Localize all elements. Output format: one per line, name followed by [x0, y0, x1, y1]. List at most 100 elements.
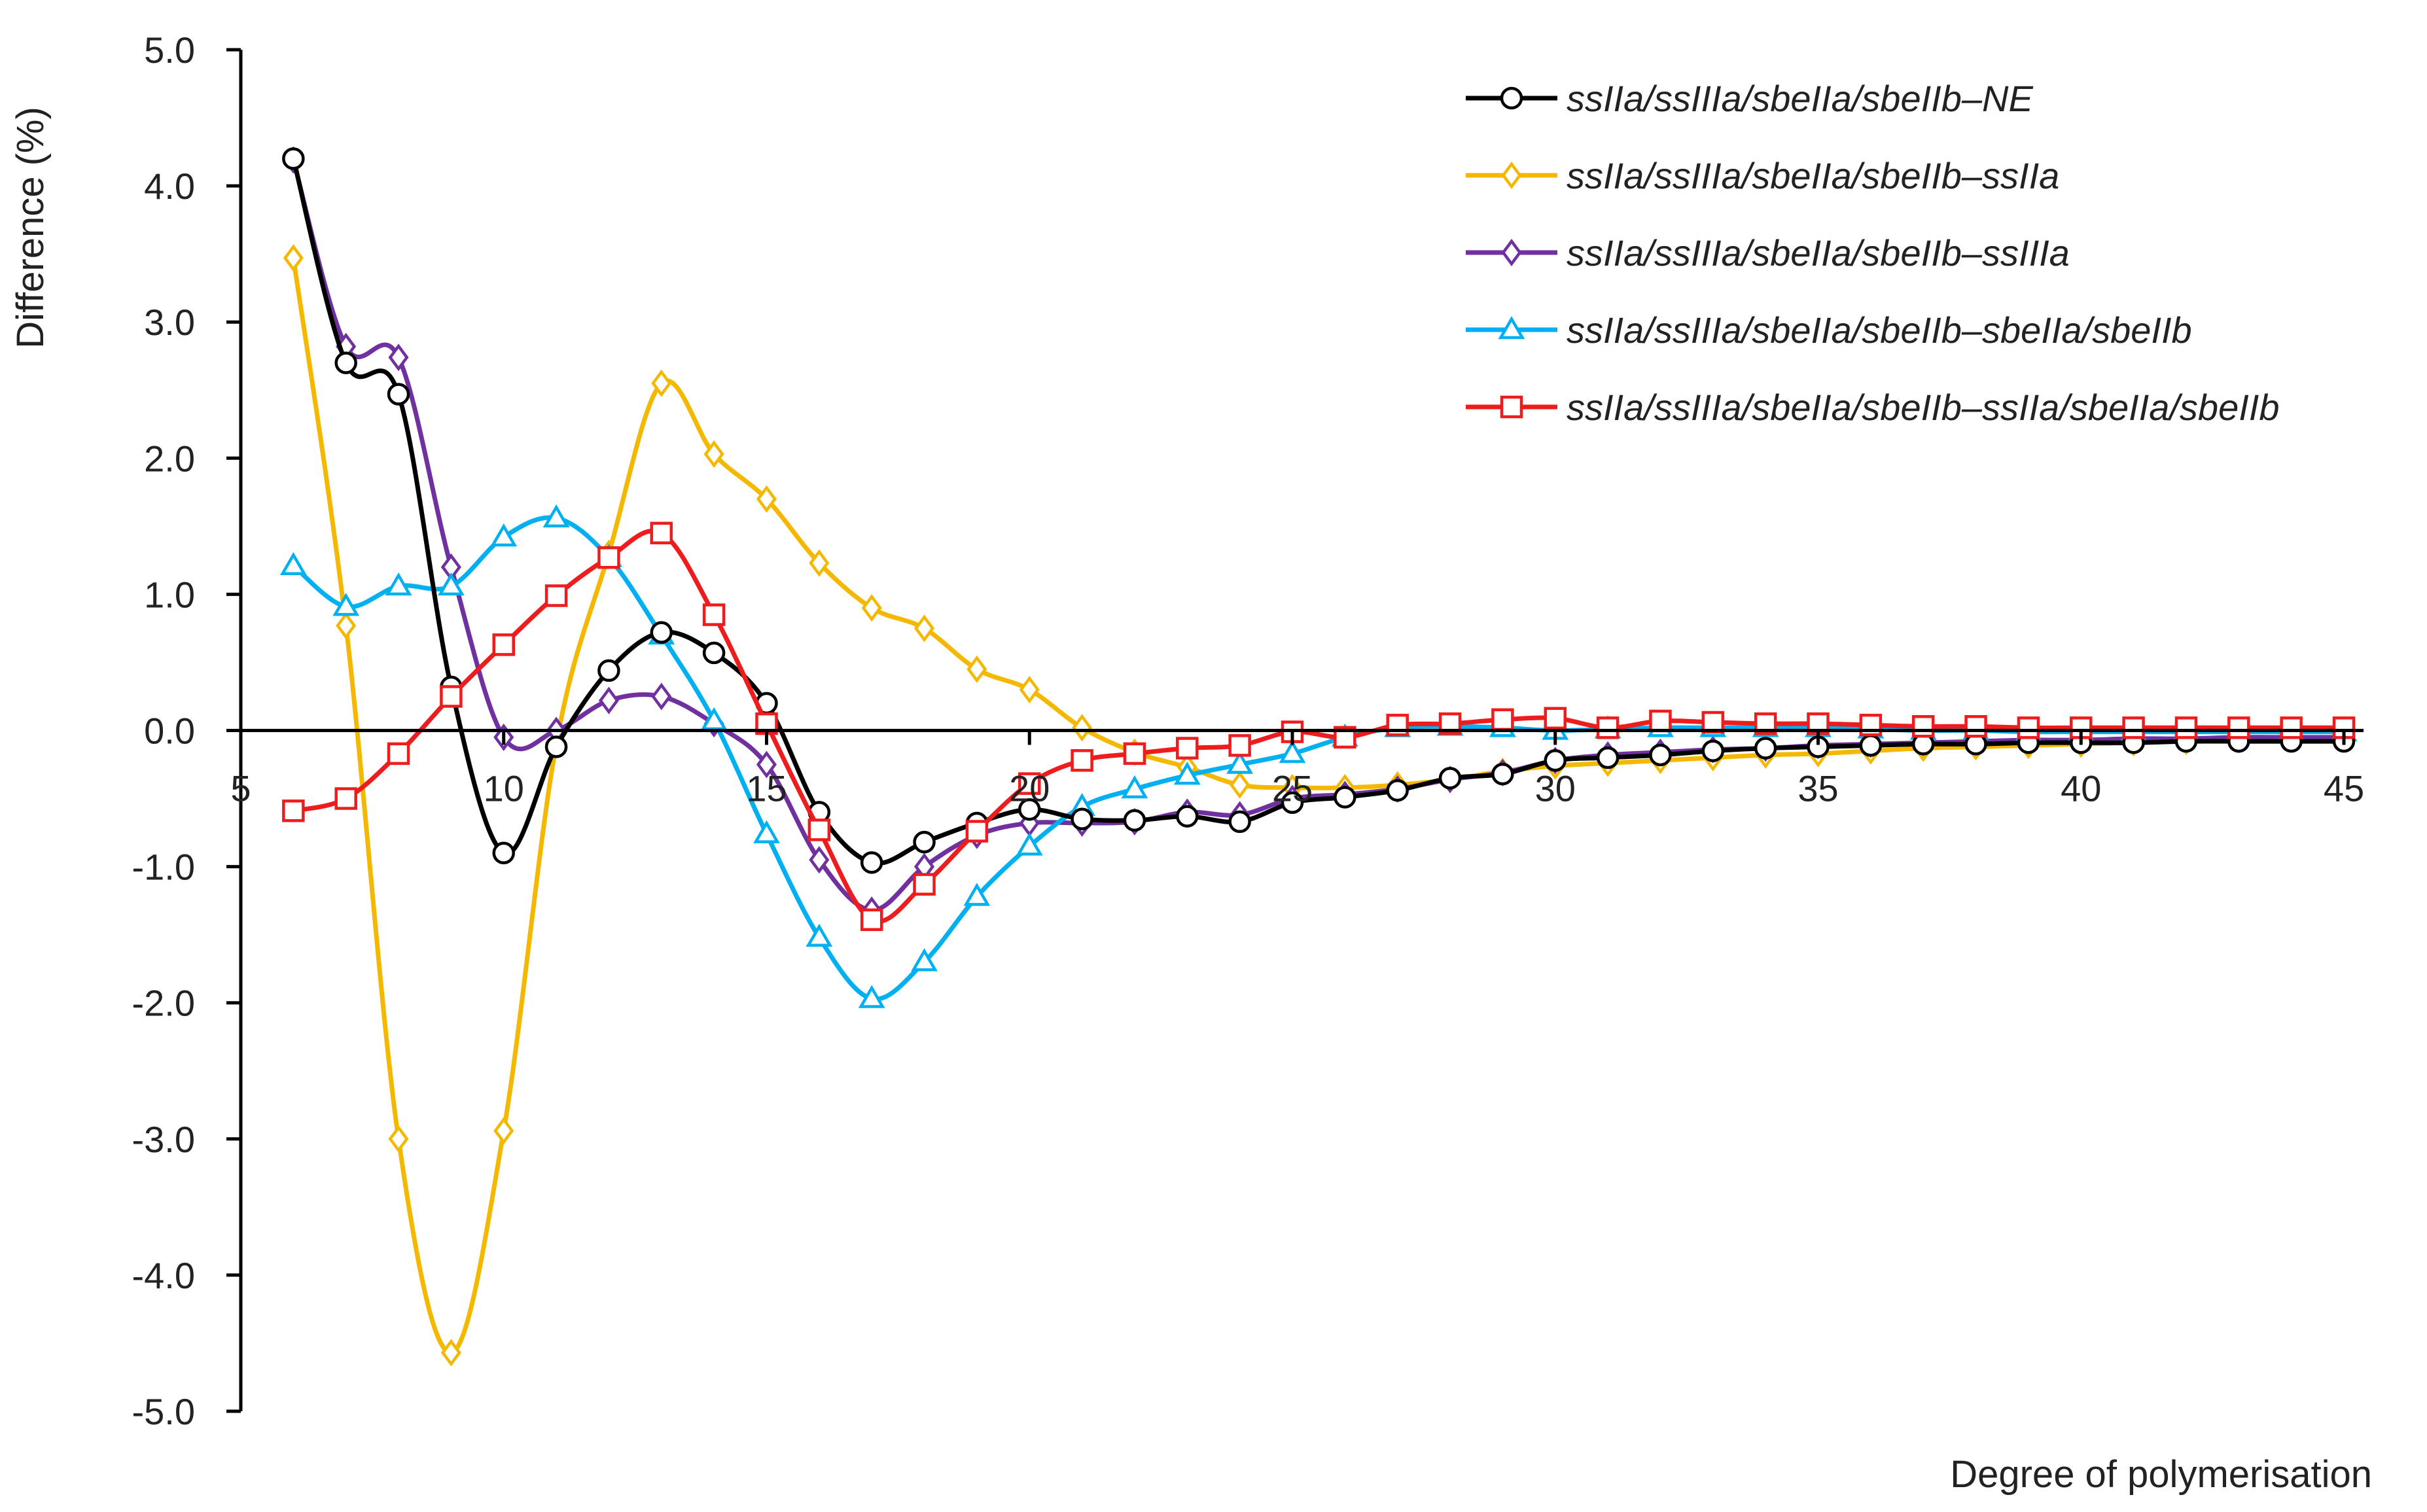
data-point — [1019, 676, 1040, 704]
data-point — [756, 485, 777, 513]
data-point — [703, 440, 724, 468]
data-point — [1596, 746, 1620, 769]
data-point — [597, 546, 620, 569]
data-point — [1334, 786, 1356, 809]
axes: 5.0 4.0 3.0 2.0 1.0 0.0 -1.0 -2.0 -3.0 -4.0 -5.0 5 1… — [132, 29, 2365, 1432]
x-axis-title: Degree of polymerisation — [1950, 1453, 2372, 1496]
data-point — [1176, 805, 1199, 828]
data-point — [1701, 739, 1725, 762]
data-point — [1911, 715, 1935, 738]
data-point — [440, 1339, 461, 1367]
legend-label: ssIIa/ssIIIa/sbeIIa/sbeIIb–ssIIa — [1567, 155, 2059, 196]
data-point — [913, 873, 936, 896]
legend-marker — [1500, 86, 1523, 110]
data-point — [2122, 716, 2145, 739]
y-tick-label: 1.0 — [144, 574, 195, 615]
legend-label: ssIIa/ssIIIa/sbeIIa/sbeIIb–NE — [1567, 78, 2033, 119]
legend: ssIIa/ssIIIa/sbeIIa/sbeIIb–NE ssIIa/ssIII… — [1466, 78, 2279, 428]
data-point — [388, 343, 409, 372]
data-point — [2017, 716, 2040, 739]
data-point — [490, 523, 518, 547]
data-point — [282, 800, 305, 822]
data-point — [493, 1117, 514, 1145]
y-tick-label: -5.0 — [132, 1391, 196, 1432]
data-point — [388, 1125, 409, 1153]
x-tick-label: 5 — [230, 768, 251, 809]
data-point — [1491, 762, 1514, 786]
data-point — [809, 846, 830, 874]
x-tick-label: 40 — [2061, 768, 2101, 809]
data-point — [1228, 810, 1251, 834]
y-tick-label: 2.0 — [144, 438, 195, 479]
y-tick-label: 3.0 — [144, 302, 195, 343]
x-tick-label: 25 — [1272, 768, 1313, 809]
data-point — [650, 521, 673, 545]
data-point — [336, 612, 357, 640]
legend-label: ssIIa/ssIIIa/sbeIIa/sbeIIb–sbeIIa/sbeIIb — [1567, 309, 2192, 351]
data-point — [860, 908, 883, 932]
data-point — [914, 614, 935, 642]
data-point — [702, 603, 726, 626]
data-point — [437, 572, 465, 596]
data-point — [1438, 767, 1462, 790]
legend-item: ssIIa/ssIIIa/sbeIIa/sbeIIb–ssIIIa — [1466, 232, 2070, 273]
data-point — [1649, 743, 1672, 767]
data-point — [2174, 716, 2198, 739]
y-tick-label: 4.0 — [144, 166, 195, 207]
data-point — [651, 682, 672, 711]
legend-item: ssIIa/ssIIIa/sbeIIa/sbeIIb–ssIIa — [1466, 155, 2059, 196]
legend-label: ssIIa/ssIIIa/sbeIIa/sbeIIb–ssIIa/sbeIIa/… — [1567, 387, 2279, 428]
data-point — [1386, 779, 1409, 802]
y-axis-title: Difference (%) — [9, 107, 52, 349]
data-point — [283, 244, 304, 272]
data-point — [861, 594, 882, 622]
data-point — [334, 351, 357, 374]
data-point — [1071, 749, 1093, 772]
data-point — [860, 851, 883, 874]
data-point — [702, 641, 726, 665]
data-point — [1123, 809, 1146, 832]
data-point — [332, 593, 360, 616]
data-point — [1228, 734, 1251, 757]
data-point — [1173, 762, 1201, 785]
data-point — [544, 584, 568, 607]
data-point — [756, 750, 777, 779]
data-point — [387, 742, 410, 765]
data-point — [1230, 771, 1250, 799]
legend-label: ssIIa/ssIIIa/sbeIIa/sbeIIb–ssIIIa — [1567, 232, 2070, 273]
data-point — [2280, 716, 2303, 739]
data-point — [1279, 739, 1306, 764]
data-point — [492, 633, 515, 656]
x-tick-label: 30 — [1535, 768, 1576, 809]
data-point — [1544, 749, 1567, 772]
y-tick-label: -4.0 — [132, 1255, 196, 1296]
y-tick-label: -1.0 — [132, 847, 196, 888]
data-point — [544, 735, 568, 758]
data-point — [1649, 709, 1672, 733]
data-point — [858, 985, 885, 1008]
data-point — [334, 787, 357, 810]
data-point — [1018, 798, 1041, 821]
data-point — [753, 820, 780, 843]
data-point — [1226, 750, 1254, 774]
legend-marker — [1501, 161, 1522, 190]
data-point — [1491, 708, 1514, 731]
data-point — [1018, 772, 1041, 795]
data-point — [966, 655, 987, 683]
data-point — [1596, 716, 1620, 739]
legend-item: ssIIa/ssIIIa/sbeIIa/sbeIIb–sbeIIa/sbeIIb — [1466, 309, 2192, 351]
y-tick-label: 5.0 — [144, 29, 195, 71]
y-tick-label: -2.0 — [132, 983, 196, 1024]
data-point — [806, 923, 833, 947]
data-point — [542, 504, 570, 528]
legend-marker — [1501, 238, 1522, 267]
data-point — [807, 818, 831, 841]
legend-item: ssIIa/ssIIIa/sbeIIa/sbeIIb–NE — [1466, 78, 2033, 119]
y-tick-label: -3.0 — [132, 1119, 196, 1160]
data-point — [598, 686, 619, 714]
data-point — [385, 572, 412, 596]
data-point — [911, 948, 938, 972]
data-point — [1754, 737, 1777, 760]
data-point — [1281, 791, 1304, 815]
